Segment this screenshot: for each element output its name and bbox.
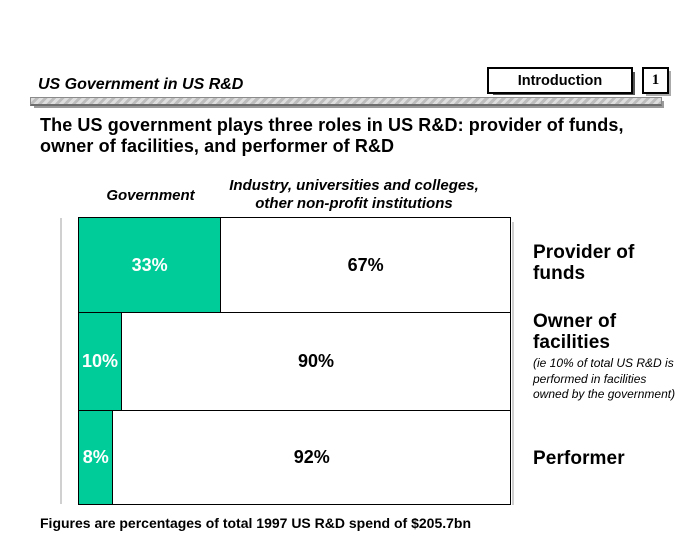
section-tab[interactable]: Introduction: [487, 67, 633, 94]
bar-value-government: 10%: [82, 351, 119, 371]
value-axis-line: [60, 218, 62, 504]
bar-segment-industry: 90%: [122, 313, 510, 410]
row-label-title: Owner of facilities: [533, 311, 617, 353]
footnote: Figures are percentages of total 1997 US…: [40, 515, 472, 531]
bar-segment-industry: 92%: [113, 411, 510, 504]
page-number: 1: [651, 72, 660, 88]
row-label-note: (ie 10% of total US R&D is performed in …: [533, 356, 676, 401]
bar-segment-government: 8%: [79, 411, 114, 504]
row-label-performer: Performer: [533, 448, 685, 469]
column-header-industry: Industry, universities and colleges, oth…: [229, 177, 479, 212]
headline: The US government plays three roles in U…: [40, 115, 624, 157]
stacked-bar-chart: 33% 67% 10% 90% 8% 92%: [78, 217, 511, 505]
row-label-owner-of-facilities: Owner of facilities (ie 10% of total US …: [533, 311, 685, 403]
bar-row-provider-of-funds: 33% 67%: [78, 217, 511, 313]
page-number-box: 1: [642, 67, 669, 94]
bar-segment-government: 33%: [79, 218, 222, 312]
bar-value-government: 8%: [82, 447, 109, 467]
row-label-provider-of-funds: Provider of funds: [533, 242, 685, 284]
column-header-government: Government: [106, 187, 195, 204]
header-divider-bar: [30, 97, 662, 106]
bar-value-industry: 92%: [293, 447, 330, 467]
slide-header-title: US Government in US R&D: [38, 76, 244, 93]
bar-value-industry: 67%: [347, 254, 384, 275]
bar-row-performer: 8% 92%: [78, 410, 511, 505]
bar-value-industry: 90%: [298, 351, 335, 371]
section-tab-label: Introduction: [517, 72, 603, 89]
bar-row-owner-of-facilities: 10% 90%: [78, 312, 511, 411]
chart-shadow-line: [512, 222, 514, 505]
row-label-title: Performer: [533, 448, 625, 469]
bar-value-government: 33%: [131, 254, 168, 275]
bar-segment-government: 10%: [79, 313, 123, 410]
bar-segment-industry: 67%: [221, 218, 510, 312]
row-label-title: Provider of funds: [533, 242, 635, 284]
